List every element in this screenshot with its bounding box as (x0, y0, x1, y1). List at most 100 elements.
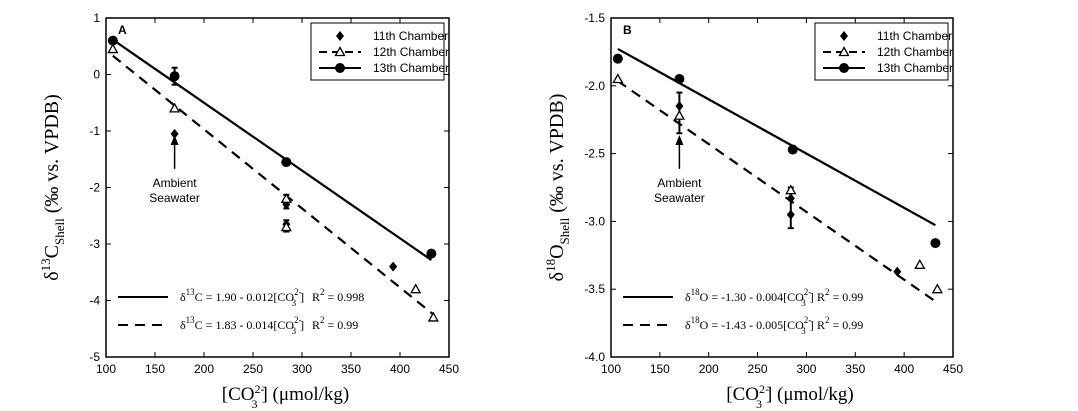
equation-sub: 3 (801, 298, 806, 308)
x-axis-title-sup: 2- (254, 382, 264, 396)
data-point-triangle (168, 102, 181, 113)
x-axis-title-unit: ] (μmol/kg) (261, 384, 349, 405)
y-axis-title: δ18OShell (‰ vs. VPDB) (543, 94, 572, 282)
equation-body: = 1.83 - 0.014[CO (203, 318, 295, 332)
equation-r2: R2 = 0.998 (312, 287, 364, 304)
equation-text: δ13C = 1.90 - 0.012[CO2-3] (180, 287, 304, 308)
panel-label: A (118, 23, 127, 37)
x-axis-title-sup: 2- (759, 382, 769, 396)
fit-line-dashed (112, 54, 435, 316)
y-tick-label: -4 (89, 294, 100, 308)
x-tick-label: 300 (292, 362, 312, 376)
data-point-triangle (280, 192, 292, 203)
y-axis-title: δ13CShell (‰ vs. VPDB) (38, 94, 67, 281)
data-point-circle (612, 53, 623, 64)
equation-text: δ13C = 1.83 - 0.014[CO2-3] (180, 315, 304, 336)
fit-line-dashed (617, 80, 938, 304)
equation-r2: R2 = 0.99 (817, 315, 863, 332)
r2-value: = 0.99 (830, 318, 864, 332)
equation-sub: 3 (292, 298, 297, 308)
x-axis-title: [CO2-3] (μmol/kg) (726, 382, 854, 411)
equation-element: C (195, 318, 203, 332)
data-point-circle (674, 74, 685, 85)
chart-panel-b: 100 150 200 250 300 350 400 450 -4.0 -3.5 -3.0 -2.5… (543, 11, 963, 411)
r2-r: R (817, 290, 825, 304)
x-tick-label: 450 (943, 362, 963, 376)
equation-isotope: 18 (691, 315, 701, 325)
y-tick-label: -2.0 (584, 79, 605, 93)
x-tick-label: 150 (145, 362, 165, 376)
annotation-line-1: Ambient (153, 176, 198, 190)
x-tick-label: 250 (243, 362, 263, 376)
data-point-triangle (785, 184, 797, 195)
y-tick-label: -1.5 (584, 11, 605, 25)
y-tick-label: -2.5 (584, 147, 605, 161)
data-point-diamond (786, 193, 795, 204)
legend-marker-diamond (336, 31, 344, 41)
y-tick-label: -3.0 (584, 214, 605, 228)
data-point-triangle (427, 311, 439, 322)
equation-delta: δ (685, 290, 691, 304)
x-axis-title-text: [CO (726, 384, 759, 405)
y-tick-label: -3.5 (584, 282, 605, 296)
legend-label: 11th Chamber (373, 29, 448, 43)
x-tick-label: 400 (390, 362, 410, 376)
r2-sup: 2 (320, 315, 325, 325)
y-axis-title-element: C (41, 245, 63, 258)
equation-isotope: 13 (186, 287, 196, 297)
equation-element: C (195, 290, 203, 304)
equation-r2: R2 = 0.99 (312, 315, 358, 332)
equation-close: ] (300, 318, 304, 332)
x-tick-label: 450 (439, 362, 459, 376)
data-point-triangle (612, 73, 624, 84)
annotation-line-2: Seawater (149, 191, 200, 205)
data-point-triangle (410, 283, 422, 294)
y-tick-label: 0 (93, 68, 100, 82)
legend-label: 12th Chamber (373, 45, 449, 59)
x-tick-label: 150 (650, 362, 670, 376)
x-tick-label: 200 (699, 362, 719, 376)
y-axis-title-element: O (546, 244, 568, 258)
equation-delta: δ (180, 318, 186, 332)
data-point-triangle (107, 43, 119, 54)
equation-close: ] (300, 290, 304, 304)
equation-close: ] (810, 318, 814, 332)
data-point-diamond (786, 209, 795, 220)
equation-delta: δ (180, 290, 186, 304)
y-tick-label: 1 (93, 11, 100, 25)
y-axis-title-delta: δ (546, 272, 568, 281)
equation-text: δ18O = -1.30 - 0.004[CO2-3] (685, 287, 814, 308)
equation-text: δ18O = -1.43 - 0.005[CO2-3] (685, 315, 814, 336)
equation-r2: R2 = 0.99 (817, 287, 863, 304)
r2-r: R (312, 290, 320, 304)
data-point-triangle (280, 221, 292, 232)
ambient-arrow-head (675, 134, 684, 145)
equation-body: = 1.90 - 0.012[CO (203, 290, 295, 304)
data-point-diamond (893, 266, 902, 277)
y-axis-title-unit: (‰ vs. VPDB) (546, 94, 568, 218)
data-point-triangle (931, 283, 943, 294)
x-tick-label: 350 (341, 362, 361, 376)
data-point-diamond (675, 101, 684, 112)
data-point-circle (426, 248, 437, 259)
fit-line-solid (617, 47, 936, 227)
annotation-line-2: Seawater (654, 191, 705, 205)
equation-close: ] (810, 290, 814, 304)
equation-sub: 3 (292, 326, 297, 336)
r2-value: = 0.99 (830, 290, 864, 304)
x-axis-title-unit: ] (μmol/kg) (766, 384, 854, 405)
data-point-diamond (170, 128, 179, 139)
legend-marker-triangle (334, 46, 346, 57)
ambient-arrow-head (170, 134, 179, 145)
data-point-circle (787, 144, 798, 155)
r2-sup: 2 (825, 287, 830, 297)
x-tick-label: 250 (748, 362, 768, 376)
plot-frame (610, 17, 954, 358)
chart-panel-a: 100 150 200 250 300 350 400 450-5-4-3-2-101[CO2… (38, 11, 459, 411)
data-point-circle (169, 71, 180, 82)
r2-sup: 2 (825, 315, 830, 325)
legend-label: 12th Chamber (877, 45, 953, 59)
data-point-triangle (914, 258, 926, 269)
data-point-circle (107, 35, 118, 46)
x-tick-label: 400 (894, 362, 914, 376)
